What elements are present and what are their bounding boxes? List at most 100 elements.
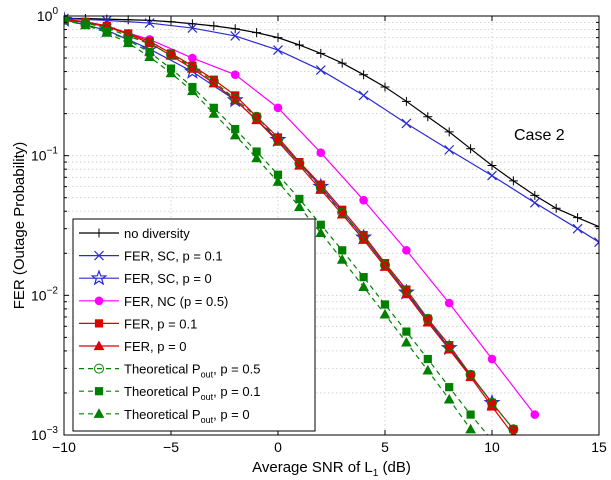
legend-entry: Theoretical Pout, p = 0.1 [79,384,260,402]
data-point [401,96,411,106]
data-point [337,207,348,218]
series-0 [64,13,599,232]
x-tick-label: 15 [591,439,607,455]
data-point [230,70,240,80]
data-point [251,111,262,122]
data-point [359,70,369,80]
data-point [230,31,241,41]
data-point [316,48,326,58]
legend-swatch-marker [90,269,108,286]
data-point [273,45,283,56]
data-point [380,300,390,309]
y-tick-label: 10−2 [31,285,58,303]
data-point [443,393,455,404]
data-point [252,28,262,38]
y-tick-label-exponent: −3 [47,425,59,436]
legend-label: FER, SC, p = 0.1 [124,249,223,264]
data-point [423,354,432,364]
data-point [422,364,434,375]
y-tick-label: 10−3 [31,425,58,443]
legend-label-main: Theoretical P [124,384,201,399]
data-point [338,246,347,255]
series-1 [64,13,599,248]
y-tick-label-base: 10 [37,8,53,24]
legend-label-main: no diversity [124,226,190,241]
data-point [444,144,455,155]
legend-label: FER, SC, p = 0 [124,271,212,286]
data-point [422,313,433,324]
data-point [122,37,134,48]
data-point [594,222,599,232]
legend-entry: Theoretical Pout, p = 0 [79,407,250,425]
data-point [64,10,73,28]
legend-entry: no diversity [79,226,190,241]
data-point [530,410,540,419]
data-point [358,90,369,101]
data-point [551,203,561,213]
data-point [444,341,455,352]
data-point [208,108,220,118]
data-point [402,246,411,255]
data-point [272,136,284,146]
series-line [64,17,599,243]
y-tick-label: 100 [37,6,59,24]
legend-entry: FER, p = 0 [79,339,187,354]
legend-swatch-marker [94,319,104,328]
data-point [359,195,368,205]
data-point [337,58,347,68]
legend-label: Theoretical Pout, p = 0 [124,407,250,425]
data-point [294,201,305,211]
data-point [358,281,369,291]
data-point [165,67,177,78]
legend-swatch-marker [93,408,105,418]
y-tick-label-exponent: 0 [52,6,58,17]
series-line [64,18,514,430]
data-point [487,354,497,364]
series-line [64,18,514,435]
legend-entry: FER, p = 0.1 [79,316,197,331]
data-point [187,19,197,29]
legend-label-main: FER, SC, p = 0.1 [124,249,223,264]
legend-entry: FER, NC (p = 0.5) [79,294,228,309]
data-point [315,182,326,193]
data-point [465,369,476,380]
x-tick-label: 5 [381,439,389,455]
series-6 [64,14,519,435]
legend-swatch-marker [94,296,104,306]
data-point [187,63,198,73]
data-point [594,237,599,248]
legend-entry: FER, SC, p = 0.1 [79,249,223,264]
x-axis-label-main: Average SNR of L [252,459,373,476]
legend-label-main: Theoretical P [124,362,201,377]
legend-label-main: FER, NC (p = 0.5) [124,294,228,309]
legend-label-main: FER, p = 0.1 [124,316,197,331]
legend-swatch-marker [94,250,104,261]
plot-frame [63,15,600,436]
legend-entry: Theoretical Pout, p = 0.5 [79,362,260,380]
legend-label-sub: out [201,415,214,425]
legend-label: Theoretical Pout, p = 0.1 [124,384,260,402]
data-point [466,144,476,154]
data-point [379,308,391,319]
data-point [423,112,433,122]
x-axis-label: Average SNR of L1 (dB) [252,459,411,479]
data-point [465,423,476,434]
series-line [64,17,599,228]
data-point [508,176,518,186]
data-point [487,397,497,408]
legend-label-suffix: , p = 0.1 [213,384,260,399]
data-point [80,19,91,30]
data-point [123,15,133,25]
x-tick-label: 0 [274,439,282,455]
case-annotation: Case 2 [514,127,565,144]
data-point [315,65,326,76]
data-point [273,134,283,145]
legend-swatch-marker [93,340,105,351]
legend-label: FER, p = 0.1 [124,316,197,331]
y-axis-label: FER (Outage Probability) [11,142,28,310]
data-point [486,400,498,411]
legend: no diversity FER, SC, p = 0.1 FER, SC, p =… [72,218,316,432]
data-point [316,148,326,158]
